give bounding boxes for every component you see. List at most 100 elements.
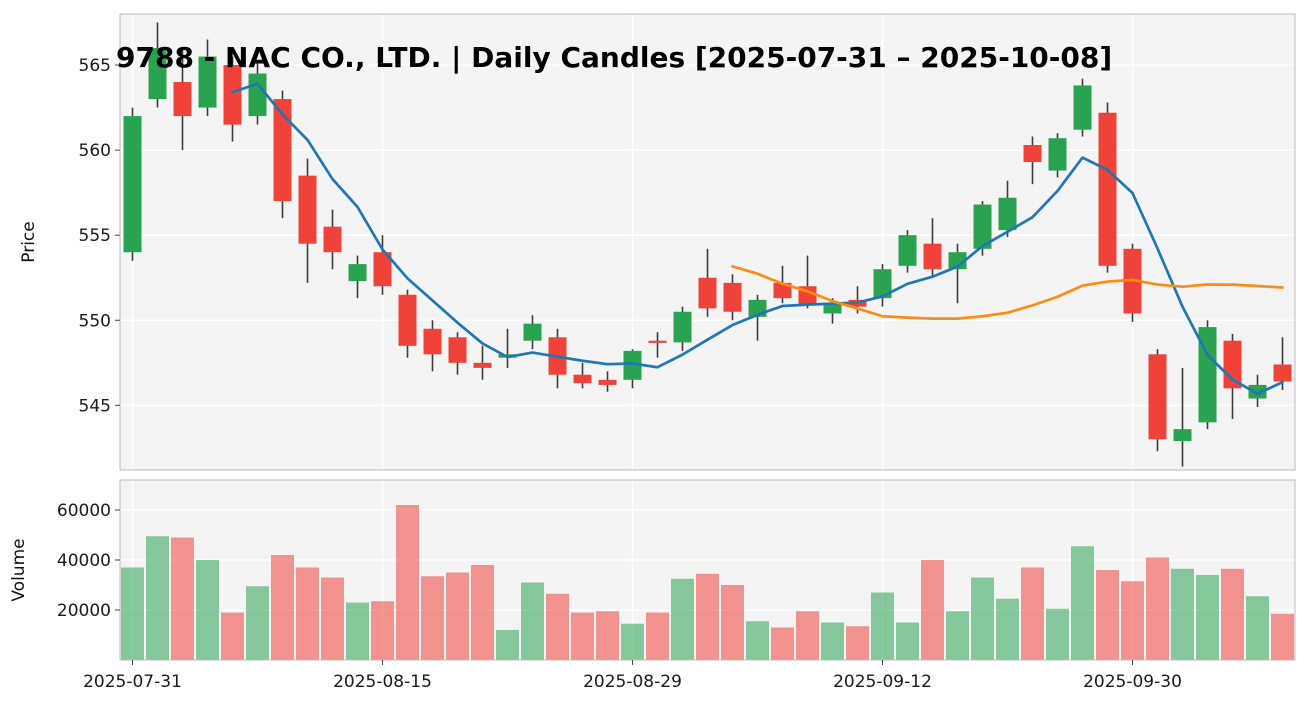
volume-bar — [896, 622, 919, 660]
volume-bar — [671, 578, 694, 660]
candle-body — [248, 73, 267, 117]
panel-spine — [119, 479, 1296, 661]
price-tick-label: 555 — [79, 226, 111, 246]
volume-bar — [521, 582, 544, 660]
volume-bar — [921, 560, 944, 660]
volume-bar — [721, 585, 744, 660]
date-tick-label: 2025-08-29 — [583, 672, 682, 692]
price-tick-label: 565 — [79, 56, 111, 76]
candle-body — [223, 65, 242, 125]
candle-body — [523, 323, 542, 341]
volume-bar — [121, 567, 144, 660]
ma-short-line — [231, 82, 1284, 396]
candle-body — [823, 303, 842, 314]
volume-bar — [746, 621, 769, 660]
candle-body — [1073, 85, 1092, 130]
panel-spine — [119, 13, 1296, 471]
volume-bar — [646, 612, 669, 660]
candle-body — [773, 282, 792, 299]
volume-bar — [421, 576, 444, 660]
volume-bar — [1246, 596, 1269, 660]
candle-body — [148, 48, 167, 100]
candle-body — [1223, 340, 1242, 389]
candle-body — [598, 379, 617, 385]
date-tick-label: 2025-09-12 — [833, 672, 932, 692]
candle-body — [1048, 138, 1067, 171]
candle-body — [898, 235, 917, 266]
candle-body — [698, 277, 717, 309]
volume-bar — [1121, 581, 1144, 660]
date-tick-label: 2025-07-31 — [83, 672, 182, 692]
volume-tick-label: 60000 — [57, 501, 111, 521]
candle-body — [873, 269, 892, 299]
volume-bar — [1221, 568, 1244, 660]
volume-bar — [496, 630, 519, 660]
price-tick-label: 545 — [79, 396, 111, 416]
price-tick-label: 550 — [79, 311, 111, 331]
volume-bar — [346, 602, 369, 660]
volume-bar — [571, 612, 594, 660]
price-tick-label: 560 — [79, 141, 111, 161]
candles — [123, 22, 1292, 467]
volume-tick-label: 20000 — [57, 601, 111, 621]
volume-bar — [171, 537, 194, 660]
volume-bar — [1196, 575, 1219, 660]
candle-body — [923, 243, 942, 270]
candle-body — [373, 252, 392, 287]
volume-bar — [196, 560, 219, 660]
volume-bar — [446, 572, 469, 660]
candle-body — [1023, 145, 1042, 163]
axis-tick-labels: 545 550 555 560 565 20000 40000 60000 2025-07-31… — [57, 56, 1182, 692]
volume-bar — [221, 612, 244, 660]
volume-bar — [1046, 608, 1069, 660]
chart-title: 9788 - NAC CO., LTD. | Daily Candles [20… — [116, 41, 1113, 74]
volume-bar — [471, 565, 494, 660]
candle-body — [1148, 354, 1167, 440]
ma-long-line — [731, 265, 1284, 320]
candle-body — [723, 282, 742, 312]
volume-bar — [271, 555, 294, 660]
volume-bar — [396, 505, 419, 660]
volume-bar — [946, 611, 969, 660]
candle-body — [1273, 364, 1292, 382]
candle-body — [573, 374, 592, 384]
volume-bar — [846, 626, 869, 660]
volume-bar — [821, 622, 844, 660]
candle-body — [423, 328, 442, 355]
date-tick-label: 2025-09-30 — [1083, 672, 1182, 692]
candle-body — [448, 337, 467, 363]
candle-body — [473, 362, 492, 368]
volume-bar — [621, 623, 644, 660]
volume-bar — [1096, 570, 1119, 660]
candle-body — [348, 264, 367, 282]
volume-bar — [371, 601, 394, 660]
volume-bar — [146, 536, 169, 660]
price-panel-bg — [120, 14, 1295, 470]
volume-bar — [546, 593, 569, 660]
volume-tick-label: 40000 — [57, 551, 111, 571]
candle-body — [648, 340, 667, 343]
price-axis-label: Price — [19, 221, 39, 263]
candle-body — [323, 226, 342, 253]
volume-bar — [771, 627, 794, 660]
volume-bars — [121, 505, 1294, 660]
volume-bar — [871, 592, 894, 660]
candle-body — [998, 197, 1017, 231]
volume-bar — [1146, 557, 1169, 660]
candle-body — [673, 311, 692, 343]
candle-body — [1198, 327, 1217, 423]
candle-body — [1173, 429, 1192, 442]
candle-body — [298, 175, 317, 244]
volume-bar — [696, 573, 719, 660]
candle-body — [198, 56, 217, 108]
candle-body — [623, 350, 642, 380]
candle-body — [173, 82, 192, 117]
candle-body — [973, 204, 992, 249]
volume-bar — [1071, 546, 1094, 660]
candle-body — [123, 116, 142, 253]
volume-bar — [1271, 613, 1294, 660]
volume-bar — [796, 611, 819, 660]
volume-bar — [246, 586, 269, 660]
